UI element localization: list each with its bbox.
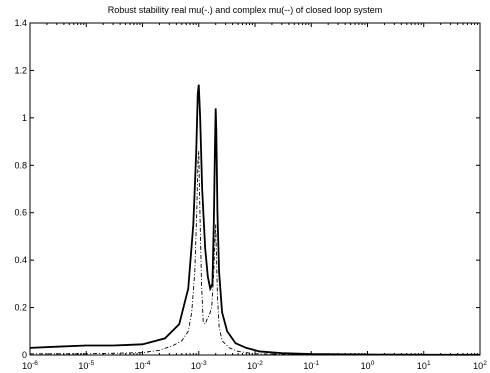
- x-tick-label: 10-5: [78, 360, 94, 371]
- y-tick-label: 0.8: [14, 160, 27, 170]
- y-tick-label: 1: [22, 113, 27, 123]
- y-tick-label: 0.2: [14, 303, 27, 313]
- x-tick-label: 100: [361, 360, 375, 371]
- axis-ticks: 0 0.2 0.4 0.6 0.8 1 1.2 1.4 10-6 10-5 10-4 10-3 10-2…: [14, 18, 487, 371]
- chart-title: Robust stability real mu(-.) and complex…: [108, 5, 383, 15]
- y-tick-label: 0.6: [14, 208, 27, 218]
- x-tick-label: 10-6: [22, 360, 38, 371]
- series-line-dashdot: [30, 151, 480, 356]
- x-tick-label: 102: [473, 360, 487, 371]
- x-tick-label: 101: [417, 360, 431, 371]
- series-line-solid: [29, 84, 480, 356]
- y-tick-label: 1.4: [14, 18, 27, 28]
- x-tick-label: 10-3: [191, 360, 207, 371]
- y-tick-label: 1.2: [14, 65, 27, 75]
- x-tick-label: 10-2: [247, 360, 263, 371]
- x-tick-label: 10-4: [135, 360, 151, 371]
- plot-series: [29, 84, 480, 356]
- x-tick-label: 10-1: [303, 360, 319, 371]
- axes-box: [29, 22, 481, 356]
- y-tick-label: 0.4: [14, 255, 27, 265]
- y-tick-label: 0: [22, 350, 27, 360]
